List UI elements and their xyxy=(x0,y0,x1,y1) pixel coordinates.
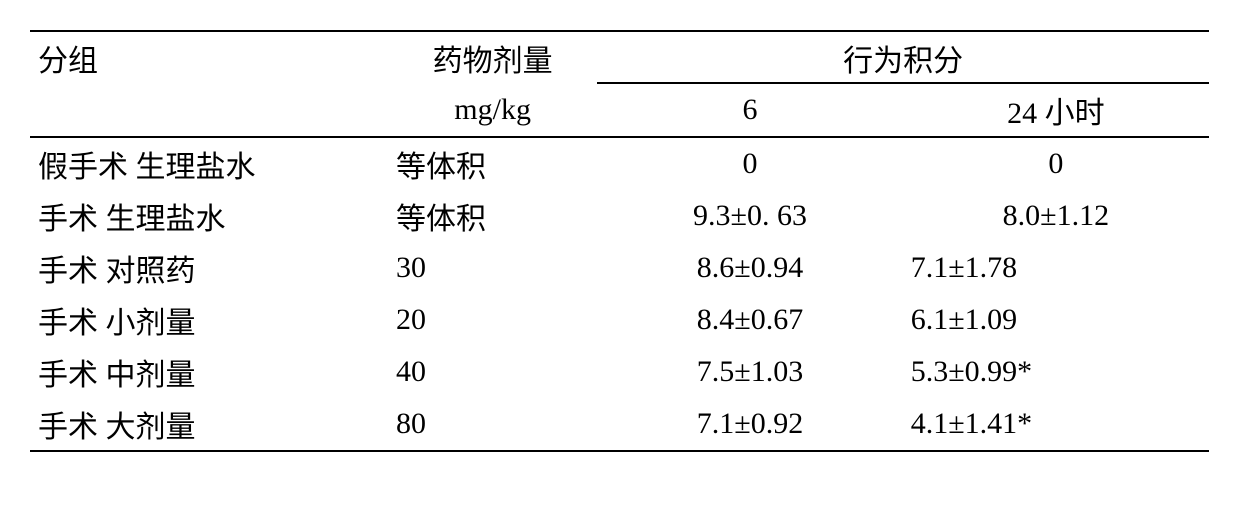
header-row-2: mg/kg 6 24 小时 xyxy=(30,84,1209,137)
table-row: 手术 中剂量 40 7.5±1.03 5.3±0.99* xyxy=(30,346,1209,398)
table-row: 手术 对照药 30 8.6±0.94 7.1±1.78 xyxy=(30,242,1209,294)
cell-t24: 6.1±1.09 xyxy=(903,294,1209,346)
table-row: 手术 生理盐水 等体积 9.3±0. 63 8.0±1.12 xyxy=(30,190,1209,242)
header-row-1: 分组 药物剂量 行为积分 xyxy=(30,31,1209,84)
header-score-6h: 6 xyxy=(597,84,902,137)
cell-t6: 8.6±0.94 xyxy=(597,242,902,294)
cell-group: 手术 小剂量 xyxy=(30,294,388,346)
cell-t24: 8.0±1.12 xyxy=(903,190,1209,242)
header-empty-1 xyxy=(30,84,388,137)
cell-group: 手术 中剂量 xyxy=(30,346,388,398)
table-row: 假手术 生理盐水 等体积 0 0 xyxy=(30,137,1209,190)
cell-t24: 5.3±0.99* xyxy=(903,346,1209,398)
header-group: 分组 xyxy=(30,31,388,84)
cell-t24: 4.1±1.41* xyxy=(903,398,1209,451)
cell-t24: 7.1±1.78 xyxy=(903,242,1209,294)
cell-t24: 0 xyxy=(903,137,1209,190)
cell-dose: 20 xyxy=(388,294,597,346)
header-score-24h: 24 小时 xyxy=(903,84,1209,137)
cell-group: 假手术 生理盐水 xyxy=(30,137,388,190)
table-row: 手术 大剂量 80 7.1±0.92 4.1±1.41* xyxy=(30,398,1209,451)
cell-group: 手术 大剂量 xyxy=(30,398,388,451)
cell-group: 手术 生理盐水 xyxy=(30,190,388,242)
header-dose-unit: mg/kg xyxy=(388,84,597,137)
cell-t6: 7.1±0.92 xyxy=(597,398,902,451)
cell-dose: 80 xyxy=(388,398,597,451)
cell-dose: 40 xyxy=(388,346,597,398)
cell-t6: 8.4±0.67 xyxy=(597,294,902,346)
data-table: 分组 药物剂量 行为积分 mg/kg 6 24 小时 假手术 生理盐水 等体积 … xyxy=(30,30,1209,452)
header-dose: 药物剂量 xyxy=(388,31,597,84)
cell-t6: 0 xyxy=(597,137,902,190)
cell-dose: 等体积 xyxy=(388,137,597,190)
cell-group: 手术 对照药 xyxy=(30,242,388,294)
cell-dose: 30 xyxy=(388,242,597,294)
table-row: 手术 小剂量 20 8.4±0.67 6.1±1.09 xyxy=(30,294,1209,346)
cell-dose: 等体积 xyxy=(388,190,597,242)
cell-t6: 7.5±1.03 xyxy=(597,346,902,398)
cell-t6: 9.3±0. 63 xyxy=(597,190,902,242)
header-score: 行为积分 xyxy=(597,31,1209,84)
